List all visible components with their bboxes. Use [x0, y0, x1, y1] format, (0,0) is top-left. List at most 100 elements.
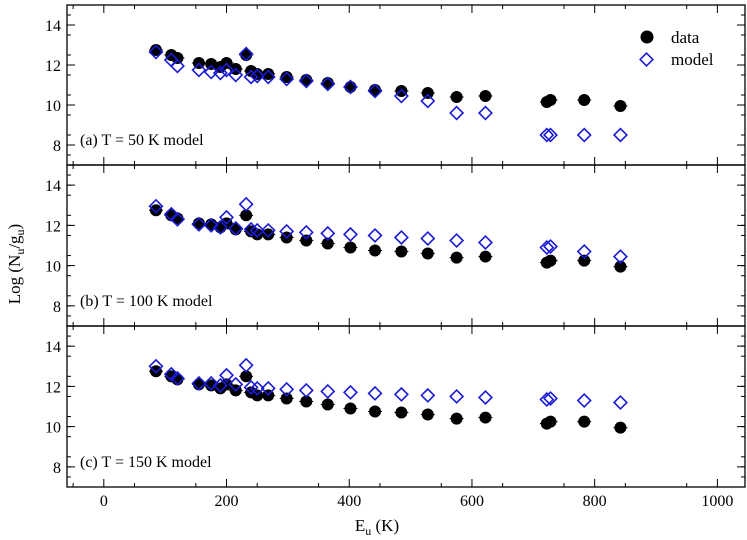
model-point: [212, 377, 228, 393]
model-point: [148, 44, 164, 60]
panel-2: 8 10 12 14 (b) T = 100 K model: [45, 164, 746, 327]
model-point: [238, 46, 254, 62]
model-point: [279, 381, 295, 397]
data-point: [395, 245, 408, 258]
model-point: [449, 232, 465, 248]
panel-label: (b) T = 100 K model: [80, 293, 213, 310]
panel-label: (a) T = 50 K model: [80, 132, 204, 149]
data-point: [369, 405, 382, 418]
model-point: [367, 83, 383, 99]
panels-group: 8 10 12 14 (a) T = 50 K model 8 10 12 14 (b) T = …: [45, 4, 746, 510]
data-point: [421, 247, 434, 260]
data-point: [240, 370, 253, 383]
data-point: [300, 234, 313, 247]
data-point: [450, 412, 463, 425]
model-point: [212, 65, 228, 81]
x-tick-label: 200: [215, 493, 239, 510]
data-point: [149, 365, 162, 378]
model-point: [576, 392, 592, 408]
data-point: [479, 411, 492, 424]
model-point: [576, 127, 592, 143]
x-tick-label: 0: [100, 493, 108, 510]
legend-data-marker: [640, 30, 654, 44]
data-point: [321, 237, 334, 250]
data-point: [240, 209, 253, 222]
data-point: [614, 421, 627, 434]
x-tick-label: 400: [337, 493, 361, 510]
legend-model-label: model: [671, 50, 714, 69]
legend-data-label: data: [671, 28, 700, 47]
y-tick-label: 10: [45, 98, 61, 115]
model-point: [342, 79, 358, 95]
model-point: [393, 88, 409, 104]
legend-model-marker: [639, 52, 654, 67]
model-point: [219, 209, 235, 225]
data-point: [300, 395, 313, 408]
model-point: [279, 223, 295, 239]
data-point: [450, 251, 463, 264]
model-point: [219, 367, 235, 383]
model-point: [219, 62, 235, 78]
model-point: [148, 198, 164, 214]
data-point: [251, 228, 264, 241]
data-point: [262, 228, 275, 241]
data-point: [450, 91, 463, 103]
y-tick-label: 8: [53, 138, 61, 155]
data-point: [149, 44, 162, 56]
y-tick-label: 14: [45, 18, 61, 35]
legend: data model: [639, 28, 714, 69]
data-point: [544, 254, 557, 267]
model-point: [163, 366, 179, 382]
x-tick-label: 800: [583, 493, 607, 510]
model-point: [367, 385, 383, 401]
model-point: [260, 380, 276, 396]
data-point: [421, 87, 434, 99]
model-point: [203, 64, 219, 80]
panel-1: 8 10 12 14 (a) T = 50 K model: [45, 4, 746, 166]
model-point: [539, 240, 555, 256]
model-point: [169, 58, 185, 74]
data-point: [280, 392, 293, 405]
model-point: [393, 386, 409, 402]
data-point: [395, 85, 408, 97]
model-point: [576, 244, 592, 260]
data-point: [171, 52, 184, 64]
model-point: [238, 196, 254, 212]
model-point: [420, 93, 436, 109]
model-point: [298, 224, 314, 240]
model-point: [228, 220, 244, 236]
model-point: [212, 219, 228, 235]
model-point: [449, 105, 465, 121]
y-tick-label: 14: [45, 339, 61, 356]
model-point: [238, 357, 254, 373]
data-point: [344, 81, 357, 93]
panel-label: (c) T = 150 K model: [80, 454, 212, 471]
y-tick-label: 8: [53, 299, 61, 316]
model-point: [260, 222, 276, 238]
model-point: [228, 67, 244, 83]
data-point: [614, 260, 627, 273]
y-tick-label: 8: [53, 460, 61, 477]
model-point: [367, 227, 383, 243]
data-point: [321, 398, 334, 411]
model-point: [148, 358, 164, 374]
model-point: [612, 249, 628, 265]
model-point: [420, 387, 436, 403]
data-point: [262, 68, 275, 80]
y-tick-label: 12: [45, 218, 61, 235]
model-point: [249, 380, 265, 396]
x-tick-label: 1000: [701, 493, 733, 510]
data-point: [614, 100, 627, 112]
model-point: [612, 394, 628, 410]
model-point: [342, 226, 358, 242]
data-point: [251, 68, 264, 80]
data-point: [149, 204, 162, 217]
model-point: [260, 69, 276, 85]
model-point: [420, 230, 436, 246]
data-point: [280, 71, 293, 83]
data-point: [578, 94, 591, 106]
model-point: [169, 370, 185, 386]
model-point: [320, 225, 336, 241]
model-point: [543, 239, 558, 255]
y-tick-label: 10: [45, 420, 61, 437]
